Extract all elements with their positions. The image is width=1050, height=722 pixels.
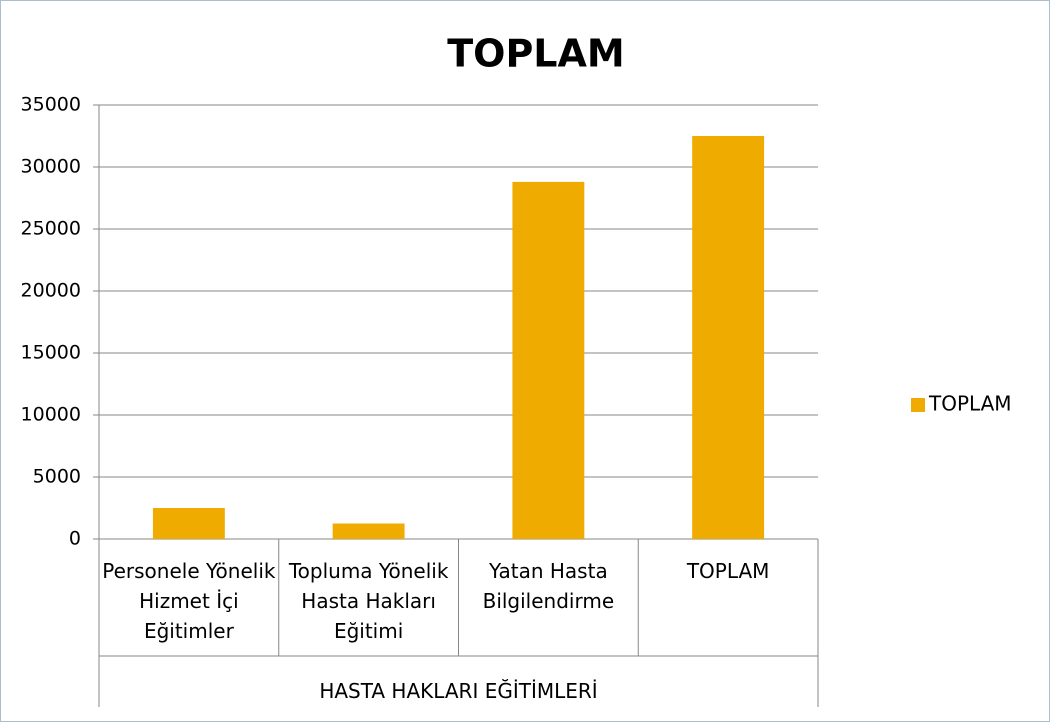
- y-tick-label: 5000: [33, 466, 81, 488]
- y-tick-label: 0: [69, 528, 81, 550]
- x-tick-label: TOPLAM: [686, 559, 770, 583]
- bar: [692, 136, 765, 539]
- y-tick-label: 25000: [21, 218, 81, 240]
- y-tick-label: 15000: [21, 342, 81, 364]
- chart-title: TOPLAM: [447, 32, 625, 76]
- bar: [332, 523, 405, 539]
- x-group-label: HASTA HAKLARI EĞİTİMLERİ: [319, 679, 598, 703]
- y-tick-label: 30000: [21, 156, 81, 178]
- y-tick-label: 35000: [21, 94, 81, 116]
- bar: [512, 181, 585, 539]
- y-tick-label: 10000: [21, 404, 81, 426]
- x-tick-label: Yatan Hasta Bilgilendirme: [482, 559, 615, 613]
- bar: [152, 508, 225, 539]
- legend-label: TOPLAM: [928, 392, 1012, 416]
- y-tick-label: 20000: [21, 280, 81, 302]
- x-tick-label: Topluma Yönelik Hasta Hakları Eğitimi: [288, 559, 449, 643]
- x-tick-label: Personele Yönelik Hizmet İçi Eğitimler: [102, 559, 276, 643]
- legend-swatch: [911, 398, 925, 412]
